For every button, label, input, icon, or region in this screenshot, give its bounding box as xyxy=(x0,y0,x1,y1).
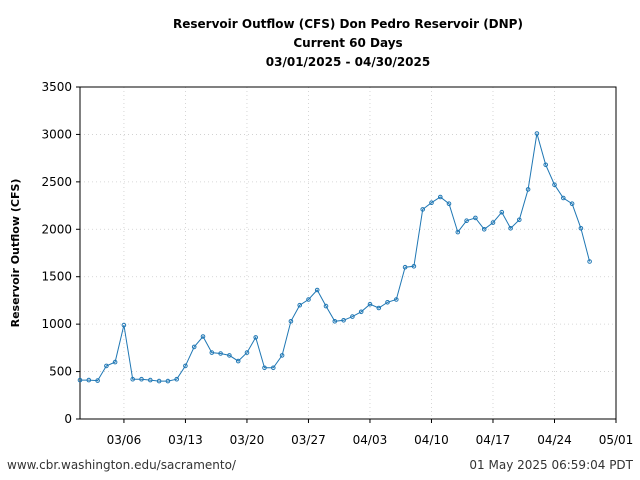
data-point xyxy=(561,195,566,201)
data-point xyxy=(112,359,118,365)
data-point xyxy=(191,344,197,350)
data-point xyxy=(279,353,285,358)
data-point xyxy=(314,287,320,293)
data-point xyxy=(367,301,373,307)
data-point xyxy=(288,319,294,324)
y-tick-label: 3000 xyxy=(41,127,72,141)
footer-timestamp: 01 May 2025 06:59:04 PDT xyxy=(469,458,633,472)
x-tick-label: 04/03 xyxy=(353,433,388,447)
data-point xyxy=(253,335,258,340)
data-point xyxy=(394,297,399,302)
data-point xyxy=(183,363,188,369)
data-point xyxy=(209,350,215,355)
y-tick-label: 500 xyxy=(49,365,72,379)
data-point xyxy=(262,365,267,371)
data-point xyxy=(429,200,434,205)
y-tick-label: 3500 xyxy=(41,80,72,94)
x-tick-label: 04/24 xyxy=(537,433,572,447)
data-point xyxy=(525,187,531,192)
data-point xyxy=(438,194,443,200)
data-point xyxy=(332,319,338,324)
series-line xyxy=(80,133,591,382)
data-point xyxy=(95,378,100,383)
data-point xyxy=(104,363,109,369)
chart-title-line-3: 03/01/2025 - 04/30/2025 xyxy=(266,55,430,69)
data-point xyxy=(508,226,513,231)
data-point xyxy=(130,376,135,382)
data-point xyxy=(139,376,144,382)
data-point xyxy=(358,309,364,315)
data-point xyxy=(350,314,355,319)
data-point xyxy=(235,358,241,364)
data-point xyxy=(376,305,382,311)
y-axis: 0 500 1000 1500 2000 2500 3000 3500 xyxy=(41,80,80,426)
data-point xyxy=(446,201,452,206)
data-point xyxy=(244,350,250,355)
data-point xyxy=(455,229,461,235)
grid xyxy=(80,87,616,419)
data-point xyxy=(587,259,592,264)
plot-area-frame xyxy=(79,86,617,420)
x-axis: 03/06 03/13 03/20 03/27 04/03 04/10 04/17 04/24… xyxy=(107,419,634,447)
chart-title-line-1: Reservoir Outflow (CFS) Don Pedro Reserv… xyxy=(173,17,523,31)
data-point xyxy=(578,226,584,231)
data-point xyxy=(341,318,346,323)
data-point xyxy=(271,365,276,371)
data-point xyxy=(490,220,496,225)
x-tick-label: 03/13 xyxy=(168,433,203,447)
data-point xyxy=(569,201,575,206)
y-tick-label: 1000 xyxy=(41,317,72,331)
data-point xyxy=(306,297,311,302)
data-point xyxy=(86,377,92,383)
data-point xyxy=(174,376,179,382)
y-tick-label: 2000 xyxy=(41,222,72,236)
data-point xyxy=(297,302,303,308)
data-point xyxy=(200,334,206,339)
footer-source-url: www.cbr.washington.edu/sacramento/ xyxy=(7,458,236,472)
data-point xyxy=(411,264,417,269)
data-point xyxy=(420,207,426,212)
x-tick-label: 03/27 xyxy=(291,433,326,447)
data-point xyxy=(156,378,162,384)
y-tick-label: 1500 xyxy=(41,270,72,284)
x-tick-label: 04/10 xyxy=(414,433,449,447)
chart-title: Reservoir Outflow (CFS) Don Pedro Reserv… xyxy=(173,17,523,69)
data-point xyxy=(77,377,83,383)
data-point xyxy=(543,162,549,168)
x-tick-label: 03/06 xyxy=(107,433,142,447)
x-tick-label: 03/20 xyxy=(230,433,265,447)
x-tick-label: 04/17 xyxy=(476,433,511,447)
chart-title-line-2: Current 60 Days xyxy=(293,36,402,50)
data-point xyxy=(464,218,469,223)
series-reservoir-outflow xyxy=(77,131,592,384)
data-point xyxy=(517,217,522,223)
data-point xyxy=(121,322,127,328)
y-axis-label: Reservoir Outflow (CFS) xyxy=(9,179,22,328)
data-point xyxy=(499,209,505,215)
data-point xyxy=(148,377,153,383)
data-point xyxy=(402,264,408,270)
data-point xyxy=(534,131,540,136)
data-point xyxy=(552,182,557,187)
data-point xyxy=(481,227,487,232)
x-tick-label: 05/01 xyxy=(599,433,634,447)
data-point xyxy=(473,215,478,221)
data-point xyxy=(165,378,171,384)
data-point xyxy=(218,351,223,356)
data-point xyxy=(385,300,390,305)
y-tick-label: 0 xyxy=(64,412,72,426)
data-point xyxy=(227,353,232,358)
y-tick-label: 2500 xyxy=(41,175,72,189)
data-point xyxy=(323,303,329,309)
